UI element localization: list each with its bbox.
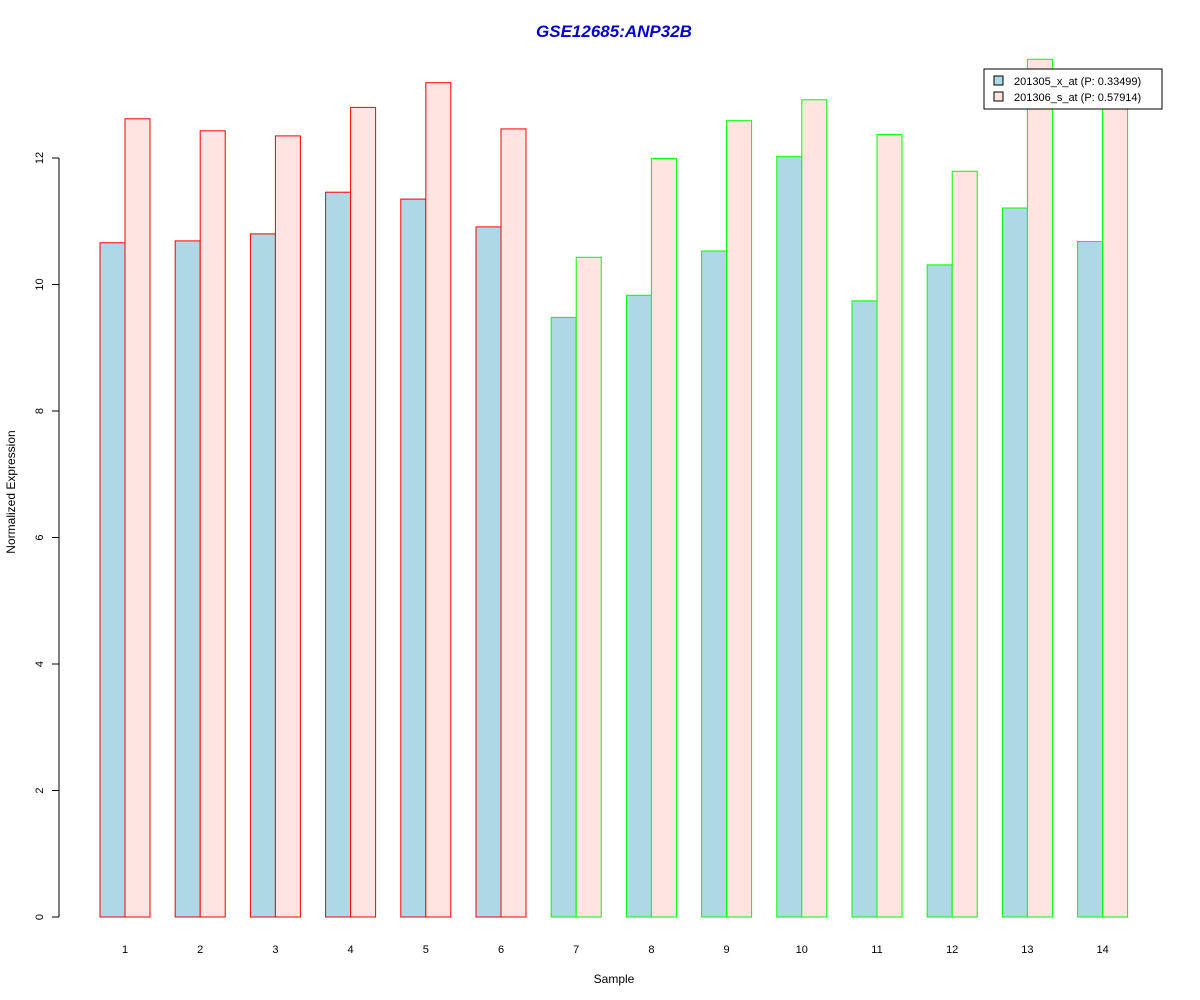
bar-sample-4-series-2 [350,106,377,918]
x-axis-tick-labels: 1 2 3 4 5 6 7 8 9 10 11 12 13 14 [122,944,1109,956]
bar-sample-14-series-2 [1102,101,1129,918]
bar-sample-11-series-1 [851,300,878,918]
x-tick-label: 2 [197,944,203,956]
bar-sample-5-series-2 [425,82,452,918]
bar-sample-13-series-1 [1001,207,1028,918]
bar-sample-3-series-2 [274,135,301,918]
x-tick-label: 7 [573,944,579,956]
bar-sample-7-series-1 [550,316,577,918]
x-tick-label: 10 [796,944,808,956]
bar-sample-7-series-2 [575,256,602,918]
bar-sample-9-series-2 [726,120,753,918]
legend-swatch-series-1 [993,75,1004,86]
y-tick-label: 6 [34,534,46,540]
y-tick-label: 10 [34,278,46,290]
x-tick-label: 4 [348,944,354,956]
bar-sample-5-series-1 [400,198,427,918]
bar-sample-2-series-1 [174,240,201,918]
x-tick-label: 3 [272,944,278,956]
x-tick-label: 8 [648,944,654,956]
bar-sample-10-series-2 [801,99,828,918]
x-tick-label: 13 [1021,944,1033,956]
legend: 201305_x_at (P: 0.33499) 201306_s_at (P:… [983,68,1163,110]
x-tick-label: 11 [871,944,882,956]
bar-sample-13-series-2 [1026,58,1053,918]
bar-sample-8-series-1 [625,294,652,918]
bar-sample-10-series-1 [776,156,803,918]
bar-sample-1-series-2 [124,118,151,918]
y-tick-label: 2 [34,787,46,793]
y-tick-label: 8 [34,408,46,414]
chart-title: GSE12685:ANP32B [536,22,692,41]
y-tick-label: 4 [34,661,46,667]
bar-sample-3-series-1 [249,233,276,918]
legend-label-series-2: 201306_s_at (P: 0.57914) [1014,92,1141,104]
bar-sample-6-series-2 [500,128,527,918]
x-tick-label: 14 [1096,944,1108,956]
bar-sample-8-series-2 [650,158,677,918]
x-axis-label: Sample [594,972,635,986]
x-tick-label: 9 [724,944,730,956]
x-tick-label: 5 [423,944,429,956]
bar-sample-1-series-1 [99,242,126,918]
bar-sample-11-series-2 [876,134,903,918]
bar-sample-4-series-1 [325,191,352,918]
x-tick-label: 12 [946,944,958,956]
y-tick-label: 0 [34,914,46,920]
bar-sample-12-series-1 [926,264,953,918]
bar-sample-12-series-2 [951,170,978,918]
legend-swatch-series-2 [993,91,1004,102]
bar-sample-6-series-1 [475,226,502,918]
bar-sample-9-series-1 [701,250,728,918]
y-axis: 0 2 4 6 8 10 12 [34,152,60,920]
x-tick-label: 1 [122,944,128,956]
bar-sample-2-series-2 [199,130,226,918]
y-axis-label: Normalized Expression [4,430,18,553]
bars-layer [99,58,1129,918]
y-tick-label: 12 [34,152,46,164]
bar-sample-14-series-1 [1077,241,1104,918]
legend-box [983,68,1163,110]
legend-label-series-1: 201305_x_at (P: 0.33499) [1014,76,1141,88]
x-tick-label: 6 [498,944,504,956]
